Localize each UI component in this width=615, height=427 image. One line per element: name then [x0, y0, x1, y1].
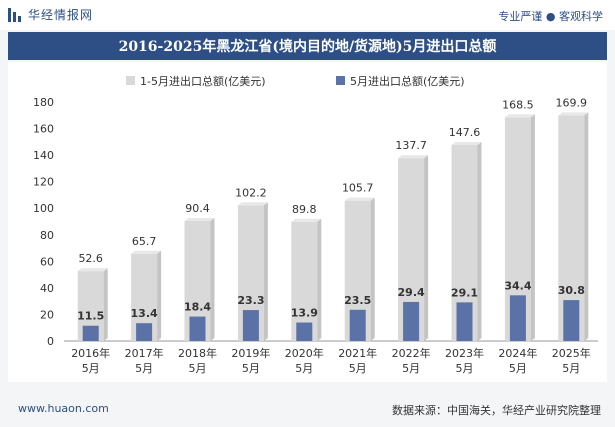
- x-tick-label: 2024年 5月: [498, 346, 537, 375]
- bar-series-2: [456, 302, 473, 341]
- bar-series-2: [349, 309, 366, 341]
- bar-series-1-side: [210, 217, 215, 341]
- data-label-series-2: 34.4: [504, 279, 531, 292]
- chart-area: 1-5月进出口总额(亿美元) 5月进出口总额(亿美元) 0 20 40 60 80 100 12…: [8, 62, 607, 382]
- data-label-series-2: 23.5: [344, 294, 371, 307]
- tagline: 专业严谨 ● 客观科学: [498, 10, 603, 23]
- bar-series-1-top: [558, 112, 589, 116]
- data-label-series-1: 102.2: [235, 186, 267, 199]
- x-tick-label: 2016年 5月: [71, 346, 110, 375]
- brand-logo: 华经情报网: [8, 6, 93, 23]
- bar-series-2: [403, 301, 420, 341]
- bar-series-1-side: [103, 268, 108, 341]
- legend-swatch-series-2: [336, 76, 345, 85]
- bar-series-1-top: [451, 142, 482, 146]
- bar-series-1-side: [263, 202, 268, 341]
- bar-series-2: [189, 316, 206, 341]
- bar-series-1: [291, 221, 318, 341]
- data-label-series-2: 29.4: [398, 286, 425, 299]
- top-bar: 华经情报网 专业严谨 ● 客观科学: [0, 0, 615, 30]
- bar-series-1-top: [237, 202, 268, 206]
- bar-series-2: [242, 310, 259, 341]
- x-tick-label: 2020年 5月: [285, 346, 324, 375]
- data-label-series-2: 30.8: [558, 284, 585, 297]
- bar-series-1-top: [131, 250, 162, 254]
- data-label-series-1: 89.8: [292, 203, 317, 216]
- x-tick-label: 2019年 5月: [231, 346, 270, 375]
- bar-series-1-side: [157, 250, 162, 341]
- data-label-series-1: 90.4: [185, 202, 210, 215]
- bar-series-2: [82, 325, 99, 341]
- data-label-series-2: 13.9: [291, 307, 318, 320]
- x-tick-label: 2018年 5月: [178, 346, 217, 375]
- y-tick-label: 80: [40, 229, 54, 242]
- x-tick-label: 2025年 5月: [552, 346, 591, 375]
- bar-series-1-side: [317, 218, 322, 341]
- chart-title: 2016-2025年黑龙江省(境内目的地/货源地)5月进出口总额: [118, 39, 497, 55]
- bar-series-1-top: [291, 218, 322, 222]
- data-label-series-1: 52.6: [78, 252, 103, 265]
- bar-series-1-top: [184, 217, 215, 221]
- data-label-series-2: 29.1: [451, 286, 478, 299]
- bar-series-1-side: [370, 197, 375, 341]
- x-tick-label: 2023年 5月: [445, 346, 484, 375]
- x-tick-label: 2017年 5月: [125, 346, 164, 375]
- website-link[interactable]: www.huaon.com: [18, 402, 109, 415]
- title-bar: 2016-2025年黑龙江省(境内目的地/货源地)5月进出口总额: [8, 32, 607, 60]
- data-label-series-2: 23.3: [237, 294, 264, 307]
- data-label-series-1: 137.7: [395, 139, 427, 152]
- bar-series-1-side: [584, 112, 589, 341]
- bar-series-1-side: [530, 114, 535, 341]
- y-tick-label: 160: [33, 123, 54, 136]
- data-source: 数据来源：中国海关，华经产业研究院整理: [392, 404, 601, 417]
- y-tick-label: 0: [47, 335, 54, 348]
- y-tick-label: 100: [33, 202, 54, 215]
- x-tick-label: 2022年 5月: [392, 346, 431, 375]
- logo-bars-icon: [8, 7, 22, 22]
- y-tick-label: 60: [40, 255, 54, 268]
- bar-series-1-top: [504, 114, 535, 118]
- data-label-series-2: 11.5: [77, 310, 104, 323]
- data-label-series-1: 168.5: [502, 98, 534, 111]
- data-label-series-2: 13.4: [131, 307, 158, 320]
- bar-series-2: [563, 300, 580, 341]
- y-tick-label: 120: [33, 176, 54, 189]
- bar-series-1-top: [77, 268, 108, 272]
- bar-series-2: [136, 323, 153, 341]
- bar-series-1-top: [344, 197, 375, 201]
- data-label-series-1: 65.7: [132, 235, 157, 248]
- footer: www.huaon.com 数据来源：中国海关，华经产业研究院整理: [0, 392, 615, 427]
- legend-label-series-1: 1-5月进出口总额(亿美元): [140, 74, 266, 88]
- y-tick-label: 20: [40, 308, 54, 321]
- legend-swatch-series-1: [126, 76, 135, 85]
- data-label-series-1: 147.6: [449, 126, 481, 139]
- x-tick-label: 2021年 5月: [338, 346, 377, 375]
- y-tick-label: 180: [33, 96, 54, 109]
- y-tick-label: 40: [40, 282, 54, 295]
- bar-series-1-side: [477, 142, 482, 341]
- data-label-series-1: 105.7: [342, 182, 374, 195]
- data-label-series-2: 18.4: [184, 301, 211, 314]
- bar-series-2: [509, 295, 526, 341]
- bar-series-1-side: [424, 155, 429, 341]
- data-label-series-1: 169.9: [556, 96, 588, 109]
- bar-series-1-top: [398, 155, 429, 159]
- legend-label-series-2: 5月进出口总额(亿美元): [350, 74, 465, 88]
- brand-name: 华经情报网: [28, 8, 94, 22]
- y-tick-label: 140: [33, 149, 54, 162]
- bar-series-2: [296, 322, 313, 341]
- bar-chart: 1-5月进出口总额(亿美元) 5月进出口总额(亿美元) 0 20 40 60 80 100 12…: [33, 74, 598, 375]
